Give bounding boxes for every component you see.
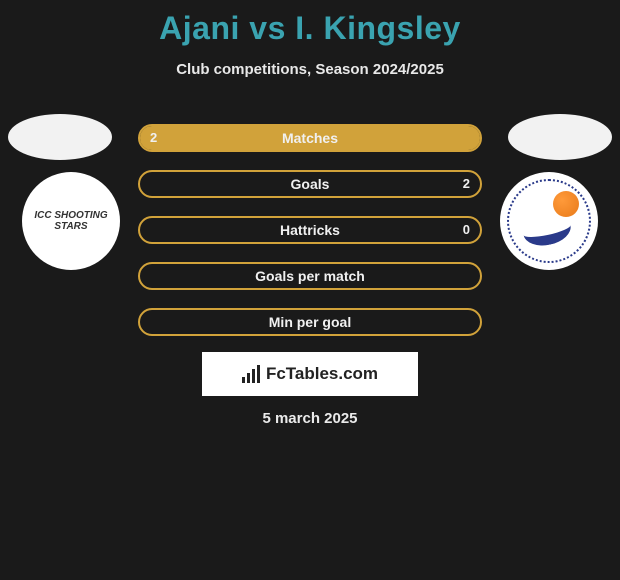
stat-bar: Min per goal (138, 308, 482, 336)
player-right-avatar (508, 114, 612, 160)
bar-label: Goals per match (140, 264, 480, 288)
page-title: Ajani vs I. Kingsley (0, 0, 620, 47)
bar-value-right: 2 (463, 172, 470, 196)
bar-value-left: 2 (150, 126, 157, 150)
stat-bar: Hattricks0 (138, 216, 482, 244)
stat-bar: Goals per match (138, 262, 482, 290)
player-left-avatar (8, 114, 112, 160)
bar-value-right: 0 (463, 218, 470, 242)
stats-bars: Matches2Goals2Hattricks0Goals per matchM… (138, 124, 482, 354)
club-right-badge (507, 179, 591, 263)
bar-label: Matches (140, 126, 480, 150)
stat-bar: Matches2 (138, 124, 482, 152)
club-left-label: ICC SHOOTING STARS (22, 210, 120, 232)
bar-label: Hattricks (140, 218, 480, 242)
bar-label: Goals (140, 172, 480, 196)
brand-text: FcTables.com (266, 364, 378, 384)
brand-logo[interactable]: FcTables.com (202, 352, 418, 396)
subtitle: Club competitions, Season 2024/2025 (0, 61, 620, 78)
club-left-logo: ICC SHOOTING STARS (22, 172, 120, 270)
chart-icon (242, 365, 260, 383)
swoosh-icon (520, 210, 573, 249)
date-label: 5 march 2025 (0, 410, 620, 427)
bar-label: Min per goal (140, 310, 480, 334)
club-right-logo (500, 172, 598, 270)
stat-bar: Goals2 (138, 170, 482, 198)
